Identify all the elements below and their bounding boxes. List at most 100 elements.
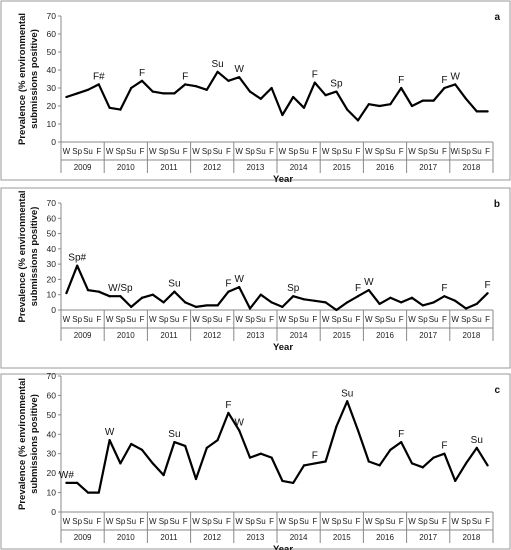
data-point — [421, 304, 424, 307]
data-point — [259, 97, 262, 100]
season-tick-label: F — [442, 517, 447, 526]
peak-annotation: Su — [341, 388, 353, 399]
data-point — [162, 473, 165, 477]
data-point — [302, 464, 306, 467]
data-point — [151, 462, 154, 465]
x-axis-title: Year — [273, 544, 293, 550]
data-point — [119, 462, 122, 465]
year-label: 2018 — [463, 331, 481, 340]
season-tick-label: Su — [213, 147, 223, 156]
season-tick-label: F — [140, 315, 145, 324]
peak-annotation: W — [234, 274, 244, 285]
season-tick-label: Sp — [202, 315, 212, 324]
y-tick-label: 20 — [47, 274, 57, 284]
year-label: 2015 — [333, 163, 351, 172]
y-tick-label: 70 — [47, 198, 57, 208]
year-label: 2010 — [117, 331, 135, 340]
data-point — [313, 299, 316, 302]
season-tick-label: Sp — [116, 147, 126, 156]
data-point — [421, 99, 424, 102]
season-tick-label: Sp — [375, 147, 385, 156]
year-label: 2013 — [247, 331, 265, 340]
season-tick-label: Sp — [418, 315, 428, 324]
season-tick-label: F — [399, 315, 404, 324]
peak-annotation: F — [441, 441, 447, 452]
peak-annotation: F — [182, 71, 188, 82]
y-tick-label: 20 — [47, 468, 57, 478]
season-tick-label: Sp — [159, 517, 169, 526]
season-tick-label: F — [442, 315, 447, 324]
y-axis-title-line1: Prevalence (% environmental — [17, 191, 28, 323]
data-point — [205, 446, 208, 449]
y-axis-title-line2: submissions positive) — [29, 207, 40, 307]
data-point — [346, 108, 349, 111]
data-point — [302, 106, 306, 109]
season-tick-label: Su — [170, 147, 180, 156]
data-point — [270, 301, 273, 304]
season-tick-label: W — [106, 147, 114, 156]
season-tick-label: W — [451, 517, 459, 526]
peak-annotation: F — [485, 280, 491, 291]
year-label: 2014 — [290, 533, 308, 542]
season-tick-label: F — [356, 315, 361, 324]
data-point — [313, 462, 316, 465]
season-tick-label: F — [140, 517, 145, 526]
season-tick-label: Sp — [159, 315, 169, 324]
data-point — [356, 295, 360, 298]
data-point — [194, 305, 198, 309]
season-tick-label: Sp — [202, 517, 212, 526]
year-label: 2012 — [203, 533, 221, 542]
data-point — [378, 302, 381, 305]
season-tick-label: F — [140, 147, 145, 156]
peak-annotation: F — [398, 75, 404, 86]
season-tick-label: Su — [83, 517, 93, 526]
data-point — [162, 301, 165, 304]
year-label: 2016 — [376, 163, 394, 172]
peak-annotation: W — [234, 64, 244, 75]
season-tick-label: W — [408, 517, 416, 526]
data-point — [356, 429, 360, 432]
y-tick-label: 60 — [47, 390, 57, 400]
data-point — [108, 106, 111, 109]
data-point — [410, 462, 414, 465]
y-tick-label: 30 — [47, 449, 57, 459]
season-tick-label: F — [96, 315, 101, 324]
season-tick-label: Su — [299, 315, 309, 324]
data-point — [248, 456, 252, 459]
season-tick-label: W — [63, 147, 71, 156]
data-point — [270, 86, 273, 90]
y-tick-label: 10 — [47, 119, 57, 129]
season-tick-label: W — [63, 315, 71, 324]
data-point — [378, 464, 381, 467]
year-label: 2013 — [247, 533, 265, 542]
season-tick-label: F — [485, 315, 490, 324]
peak-annotation: F — [225, 400, 231, 411]
data-point — [454, 479, 457, 483]
season-tick-label: F — [399, 517, 404, 526]
data-point — [292, 481, 295, 484]
y-tick-label: 70 — [47, 11, 57, 21]
data-point — [173, 92, 176, 95]
data-point — [464, 97, 468, 100]
season-tick-label: Sp — [245, 517, 255, 526]
series-line — [66, 70, 488, 122]
data-point — [475, 110, 478, 113]
data-point — [97, 290, 100, 293]
peak-annotation: Sp — [330, 79, 343, 90]
season-tick-label: F — [485, 517, 490, 526]
data-point — [400, 301, 403, 304]
data-point — [216, 70, 219, 73]
data-point — [432, 301, 435, 304]
season-tick-label: W — [451, 315, 459, 324]
data-point — [302, 298, 306, 301]
season-tick-label: W — [106, 315, 114, 324]
data-point — [486, 110, 489, 113]
data-point — [86, 491, 90, 494]
data-point — [238, 76, 241, 79]
data-point — [335, 425, 338, 428]
peak-annotation: Su — [168, 429, 180, 440]
data-point — [292, 295, 295, 298]
season-tick-label: Sp — [461, 147, 471, 156]
data-point — [389, 103, 392, 106]
